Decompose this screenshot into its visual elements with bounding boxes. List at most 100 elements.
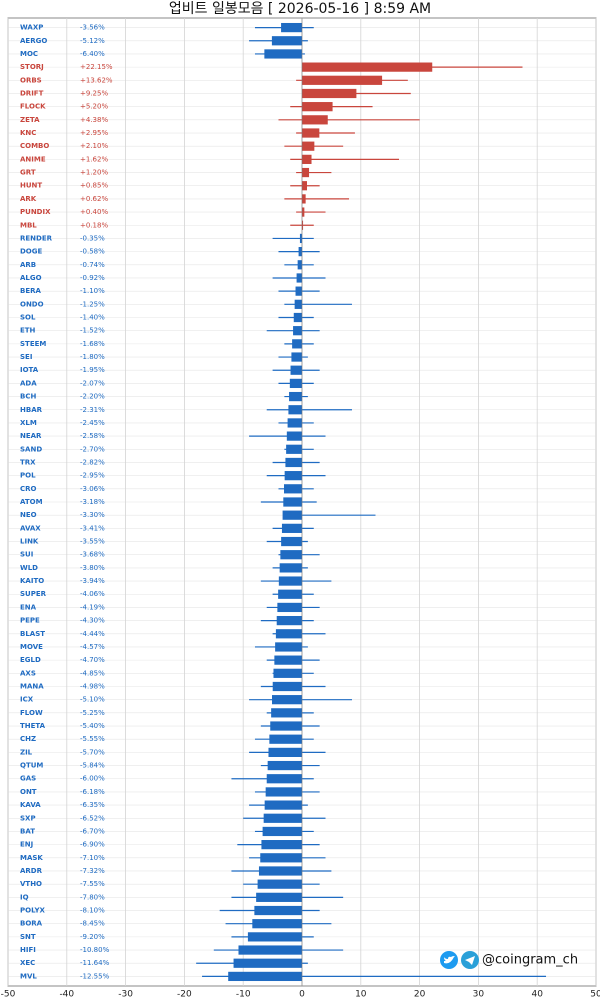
bar — [302, 220, 304, 230]
value-label: -5.70% — [80, 748, 105, 756]
value-label: -0.74% — [80, 261, 105, 269]
category-label: SUI — [20, 551, 33, 559]
category-label: TRX — [20, 458, 36, 466]
x-tick-label: 20 — [414, 990, 426, 1000]
bar — [263, 813, 302, 823]
bar — [296, 273, 302, 283]
bar — [284, 484, 302, 494]
value-label: +5.20% — [80, 103, 108, 111]
bar — [287, 418, 302, 428]
value-label: -7.32% — [80, 867, 105, 875]
value-label: -6.18% — [80, 788, 105, 796]
category-label: ZETA — [20, 116, 40, 124]
category-label: HIFI — [20, 946, 36, 954]
value-label: -6.70% — [80, 827, 105, 835]
value-label: -0.35% — [80, 234, 105, 242]
bar — [233, 958, 302, 968]
value-label: -11.64% — [80, 959, 110, 967]
category-label: ONT — [20, 788, 37, 796]
bar — [254, 905, 302, 916]
bar — [277, 602, 302, 613]
value-label: +1.20% — [80, 169, 108, 177]
x-tick-label: -40 — [59, 990, 74, 1000]
category-label: KAITO — [20, 577, 44, 585]
bar — [272, 681, 302, 692]
value-label: +1.62% — [80, 155, 108, 163]
value-label: -10.80% — [80, 946, 110, 954]
value-label: +2.95% — [80, 129, 108, 137]
category-label: SEI — [20, 353, 32, 361]
value-label: -2.58% — [80, 432, 105, 440]
value-label: -5.84% — [80, 762, 105, 770]
category-label: FLOW — [20, 709, 43, 717]
category-label: STORJ — [20, 63, 44, 71]
category-label: ARB — [20, 261, 36, 269]
value-label: -4.85% — [80, 669, 105, 677]
telegram-glyph — [465, 956, 475, 965]
bar — [257, 879, 302, 889]
bar — [281, 523, 302, 533]
bar — [302, 88, 357, 99]
category-label: SXP — [20, 814, 36, 822]
category-label: SOL — [20, 314, 36, 322]
bar — [271, 36, 302, 46]
category-label: ANIME — [20, 155, 46, 163]
category-label: ENA — [20, 603, 37, 611]
x-tick-label: 40 — [531, 990, 543, 1000]
category-label: ENJ — [20, 841, 33, 849]
value-label: -2.45% — [80, 419, 105, 427]
category-label: HBAR — [20, 406, 43, 414]
category-label: ZIL — [20, 748, 33, 756]
category-label: POLYX — [20, 907, 46, 915]
x-tick-label: -50 — [1, 990, 16, 1000]
value-label: -2.20% — [80, 393, 105, 401]
value-label: -5.12% — [80, 37, 105, 45]
bar — [292, 339, 302, 349]
bar — [258, 866, 302, 876]
value-label: -2.07% — [80, 379, 105, 387]
bar — [267, 760, 302, 771]
bar — [275, 642, 302, 652]
category-label: WLD — [20, 564, 38, 572]
value-label: -1.10% — [80, 287, 105, 295]
value-label: -8.10% — [80, 907, 105, 915]
category-label: AERGO — [20, 37, 47, 45]
value-label: -2.70% — [80, 445, 105, 453]
value-label: +0.40% — [80, 208, 108, 216]
bar — [285, 457, 302, 468]
value-label: -5.25% — [80, 709, 105, 717]
bar — [289, 391, 302, 402]
bar — [293, 326, 302, 336]
value-label: -5.55% — [80, 735, 105, 743]
x-tick-label: -10 — [236, 990, 251, 1000]
category-label: MVL — [20, 972, 37, 980]
bar — [302, 75, 383, 85]
value-label: -1.52% — [80, 327, 105, 335]
bar — [264, 49, 302, 59]
value-label: -1.40% — [80, 314, 105, 322]
category-label: FLOCK — [20, 103, 46, 111]
bar — [289, 378, 302, 389]
bar — [283, 497, 302, 507]
category-label: POL — [20, 472, 36, 480]
value-label: -1.80% — [80, 353, 105, 361]
bar — [260, 853, 302, 863]
bar — [266, 774, 302, 784]
category-label: GRT — [20, 169, 36, 177]
category-label: NEO — [20, 511, 37, 519]
watermark: @coingram_ch — [440, 951, 578, 969]
value-label: -3.30% — [80, 511, 105, 519]
category-label: MBL — [20, 221, 37, 229]
bar — [269, 734, 302, 744]
value-label: -3.18% — [80, 498, 105, 506]
bar — [272, 695, 302, 705]
bar — [228, 971, 302, 982]
category-label: KAVA — [20, 801, 41, 809]
chart-title: 업비트 일봉모음 [ 2026-05-16 ] 8:59 AM — [169, 1, 431, 17]
x-tick-label: 0 — [299, 990, 305, 1000]
value-label: -3.41% — [80, 524, 105, 532]
category-label: STEEM — [20, 340, 46, 348]
category-label: BLAST — [20, 630, 45, 638]
category-label: SAND — [20, 445, 42, 453]
bar — [256, 892, 302, 902]
